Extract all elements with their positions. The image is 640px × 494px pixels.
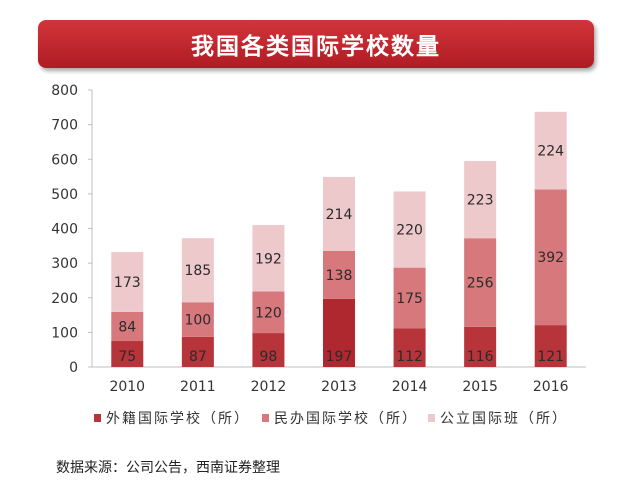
bar-segment (464, 326, 497, 367)
bar-segment (393, 328, 426, 367)
bar-segment (111, 341, 144, 367)
bar-data-label: 112 (396, 349, 423, 365)
bar-data-label: 223 (467, 193, 494, 209)
y-tick-label: 300 (51, 256, 78, 272)
bar-data-label: 220 (396, 223, 423, 239)
y-tick-label: 200 (51, 291, 78, 307)
bar-segment (181, 302, 214, 337)
bar-segment (323, 251, 355, 299)
bar-segment (534, 111, 567, 190)
bar-data-label: 98 (260, 349, 278, 365)
bar-data-label: 197 (326, 349, 353, 365)
bar-segment (181, 336, 214, 367)
y-tick-label: 100 (51, 325, 78, 341)
bar-data-label: 87 (189, 349, 207, 365)
legend-label: 公立国际班（所） (440, 411, 568, 427)
bar-data-label: 75 (118, 349, 136, 365)
legend-swatch (428, 414, 435, 422)
x-tick-label: 2011 (180, 379, 216, 395)
bar-segment (323, 176, 355, 252)
bar-data-label: 256 (467, 276, 494, 292)
bar-segment (534, 189, 567, 326)
legend-swatch (94, 414, 101, 422)
legend-label: 外籍国际学校（所） (106, 410, 250, 427)
bar-data-label: 214 (326, 207, 353, 223)
bar-segment (252, 291, 285, 334)
bar-data-label: 100 (184, 313, 211, 329)
y-tick-label: 700 (51, 118, 78, 134)
y-tick-label: 500 (51, 187, 78, 203)
y-tick-label: 600 (51, 152, 78, 168)
x-tick-label: 2014 (392, 379, 428, 395)
y-tick-label: 800 (51, 83, 78, 99)
x-tick-label: 2013 (321, 379, 357, 395)
bar-data-label: 175 (396, 291, 423, 307)
bar-data-label: 120 (255, 305, 282, 321)
x-tick-label: 2012 (251, 379, 287, 395)
legend-swatch (262, 414, 269, 422)
bar-segment (111, 252, 144, 312)
x-tick-label: 2010 (109, 379, 145, 395)
bar-segment (534, 325, 567, 367)
bar-data-label: 173 (114, 275, 141, 291)
bar-segment (111, 311, 144, 342)
y-tick-label: 0 (69, 360, 78, 376)
x-tick-label: 2016 (533, 379, 569, 395)
bar-data-label: 392 (537, 250, 564, 266)
bar-segment (464, 160, 497, 239)
bar-segment (393, 267, 426, 329)
bar-data-label: 138 (326, 268, 353, 284)
bar-segment (323, 298, 355, 367)
bar-data-label: 192 (255, 251, 282, 267)
bar-data-label: 224 (537, 144, 564, 160)
bar-segment (393, 191, 426, 268)
bar-segment (252, 225, 285, 292)
x-tick-label: 2015 (462, 379, 498, 395)
bar-data-label: 121 (537, 349, 564, 365)
bar-segment (181, 238, 214, 303)
data-source-note: 数据来源：公司公告，西南证券整理 (56, 460, 280, 476)
bar-segment (252, 333, 285, 367)
bar-data-label: 116 (467, 349, 494, 365)
chart-title: 我国各类国际学校数量 (38, 20, 594, 68)
bar-data-label: 84 (118, 319, 136, 335)
bar-data-label: 185 (184, 263, 211, 279)
bar-segment (464, 238, 497, 327)
y-tick-label: 400 (51, 222, 78, 238)
legend-label: 民办国际学校（所） (274, 410, 418, 427)
